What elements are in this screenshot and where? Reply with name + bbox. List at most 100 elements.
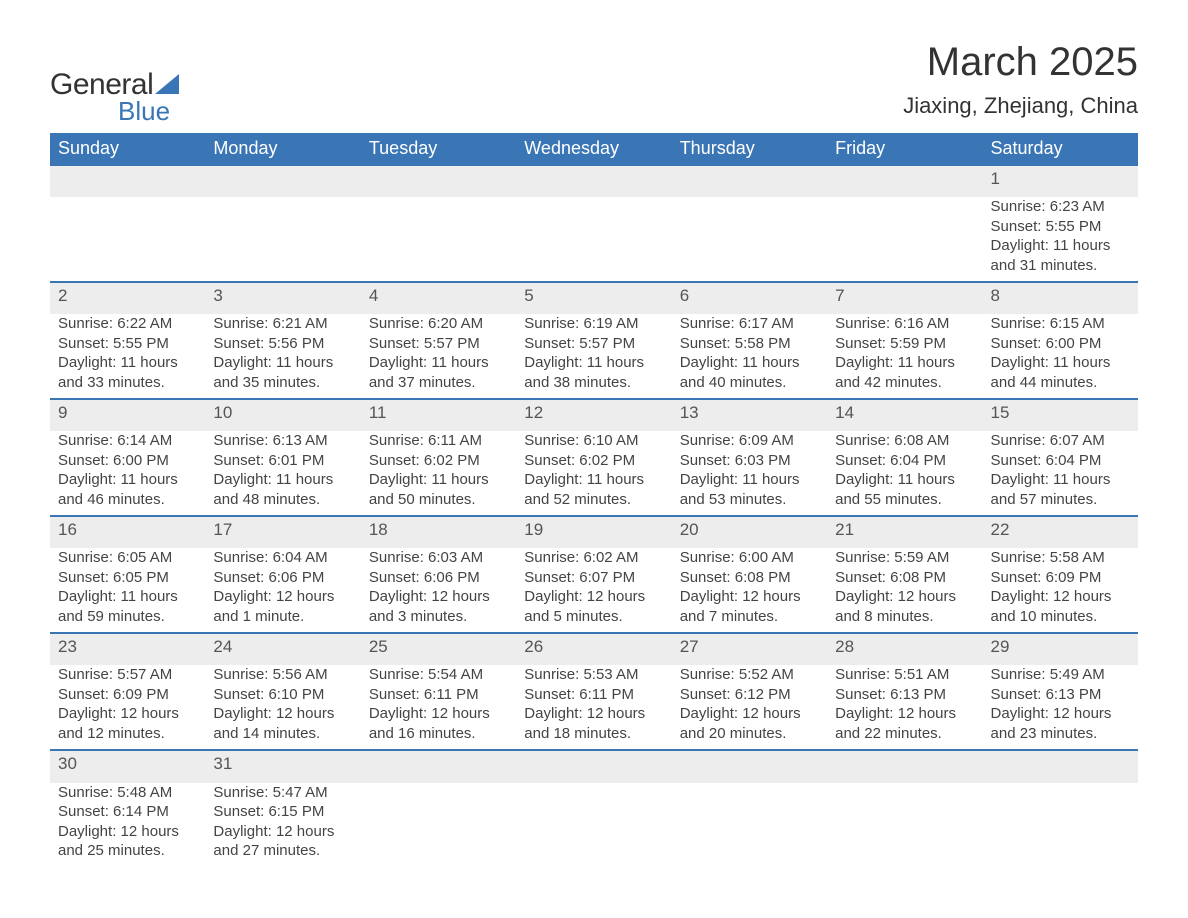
daylight2-text: and 20 minutes. [680,724,819,744]
daylight2-text: and 1 minute. [213,607,352,627]
calendar-daynum-row: 23242526272829 [50,633,1138,665]
daylight2-text: and 59 minutes. [58,607,197,627]
daylight2-text: and 14 minutes. [213,724,352,744]
day-cell: Sunrise: 6:20 AMSunset: 5:57 PMDaylight:… [361,314,516,399]
day-number: 20 [680,517,819,542]
day-number: 10 [213,400,352,425]
day-number: 31 [213,751,352,776]
sunrise-text: Sunrise: 5:58 AM [991,548,1130,568]
day-cell [827,197,982,282]
sunset-text: Sunset: 6:06 PM [369,568,508,588]
day-number: 12 [524,400,663,425]
day-number-cell: 18 [361,516,516,548]
day-cell [983,783,1138,867]
day-number: 30 [58,751,197,776]
day-number: 2 [58,283,197,308]
calendar-daynum-row: 9101112131415 [50,399,1138,431]
day-cell: Sunrise: 6:10 AMSunset: 6:02 PMDaylight:… [516,431,671,516]
month-title: March 2025 [903,40,1138,85]
day-number-cell: 14 [827,399,982,431]
sunset-text: Sunset: 6:03 PM [680,451,819,471]
sunrise-text: Sunrise: 6:17 AM [680,314,819,334]
day-number-cell [672,165,827,197]
sunset-text: Sunset: 5:57 PM [369,334,508,354]
sunset-text: Sunset: 6:13 PM [835,685,974,705]
day-cell: Sunrise: 6:09 AMSunset: 6:03 PMDaylight:… [672,431,827,516]
day-cell: Sunrise: 6:11 AMSunset: 6:02 PMDaylight:… [361,431,516,516]
day-number: 8 [991,283,1130,308]
day-number-cell: 17 [205,516,360,548]
logo-text-blue: Blue [118,96,170,127]
weekday-header: Tuesday [361,133,516,165]
sunrise-text: Sunrise: 5:51 AM [835,665,974,685]
day-number-cell: 16 [50,516,205,548]
sunset-text: Sunset: 5:58 PM [680,334,819,354]
daylight2-text: and 22 minutes. [835,724,974,744]
day-cell: Sunrise: 5:58 AMSunset: 6:09 PMDaylight:… [983,548,1138,633]
day-number-cell: 4 [361,282,516,314]
day-number-cell: 11 [361,399,516,431]
daylight1-text: Daylight: 12 hours [680,587,819,607]
sunrise-text: Sunrise: 5:48 AM [58,783,197,803]
day-number-cell: 2 [50,282,205,314]
daylight2-text: and 40 minutes. [680,373,819,393]
day-number: 26 [524,634,663,659]
sunset-text: Sunset: 6:12 PM [680,685,819,705]
daylight1-text: Daylight: 11 hours [680,353,819,373]
daylight1-text: Daylight: 11 hours [213,353,352,373]
day-number-cell [827,750,982,782]
day-cell [516,783,671,867]
sunset-text: Sunset: 6:00 PM [58,451,197,471]
day-number-cell: 28 [827,633,982,665]
day-number-cell: 1 [983,165,1138,197]
sunrise-text: Sunrise: 6:14 AM [58,431,197,451]
day-number: 17 [213,517,352,542]
daylight2-text: and 44 minutes. [991,373,1130,393]
weekday-header: Sunday [50,133,205,165]
day-cell: Sunrise: 6:05 AMSunset: 6:05 PMDaylight:… [50,548,205,633]
sunrise-text: Sunrise: 6:08 AM [835,431,974,451]
calendar-content-row: Sunrise: 6:14 AMSunset: 6:00 PM Daylight:… [50,431,1138,516]
calendar-daynum-row: 16171819202122 [50,516,1138,548]
daylight1-text: Daylight: 11 hours [835,470,974,490]
day-cell: Sunrise: 5:59 AMSunset: 6:08 PMDaylight:… [827,548,982,633]
day-number: 11 [369,400,508,425]
daylight2-text: and 3 minutes. [369,607,508,627]
sunset-text: Sunset: 6:09 PM [58,685,197,705]
day-cell: Sunrise: 6:16 AMSunset: 5:59 PMDaylight:… [827,314,982,399]
calendar-content-row: Sunrise: 6:23 AMSunset: 5:55 PMDaylight:… [50,197,1138,282]
day-number-cell: 7 [827,282,982,314]
daylight1-text: Daylight: 11 hours [991,353,1130,373]
daylight1-text: Daylight: 12 hours [991,587,1130,607]
day-number: 21 [835,517,974,542]
sunset-text: Sunset: 6:10 PM [213,685,352,705]
day-cell: Sunrise: 6:15 AMSunset: 6:00 PMDaylight:… [983,314,1138,399]
weekday-header: Thursday [672,133,827,165]
sunset-text: Sunset: 6:06 PM [213,568,352,588]
sunrise-text: Sunrise: 5:49 AM [991,665,1130,685]
day-cell [361,197,516,282]
day-number: 29 [991,634,1130,659]
day-cell: Sunrise: 6:00 AMSunset: 6:08 PMDaylight:… [672,548,827,633]
day-cell: Sunrise: 6:08 AMSunset: 6:04 PMDaylight:… [827,431,982,516]
day-number-cell: 12 [516,399,671,431]
calendar-table: Sunday Monday Tuesday Wednesday Thursday… [50,133,1138,867]
sunrise-text: Sunrise: 6:16 AM [835,314,974,334]
day-cell: Sunrise: 5:52 AMSunset: 6:12 PMDaylight:… [672,665,827,750]
daylight1-text: Daylight: 11 hours [58,353,197,373]
daylight2-text: and 42 minutes. [835,373,974,393]
day-cell [827,783,982,867]
daylight2-text: and 27 minutes. [213,841,352,861]
day-number: 22 [991,517,1130,542]
calendar-content-row: Sunrise: 5:57 AMSunset: 6:09 PMDaylight:… [50,665,1138,750]
day-cell: Sunrise: 5:53 AMSunset: 6:11 PMDaylight:… [516,665,671,750]
sunrise-text: Sunrise: 6:13 AM [213,431,352,451]
day-number-cell [361,165,516,197]
day-number-cell [205,165,360,197]
daylight1-text: Daylight: 12 hours [369,587,508,607]
day-cell [672,783,827,867]
day-cell: Sunrise: 6:19 AMSunset: 5:57 PMDaylight:… [516,314,671,399]
daylight2-text: and 37 minutes. [369,373,508,393]
day-number: 24 [213,634,352,659]
sunset-text: Sunset: 5:55 PM [58,334,197,354]
